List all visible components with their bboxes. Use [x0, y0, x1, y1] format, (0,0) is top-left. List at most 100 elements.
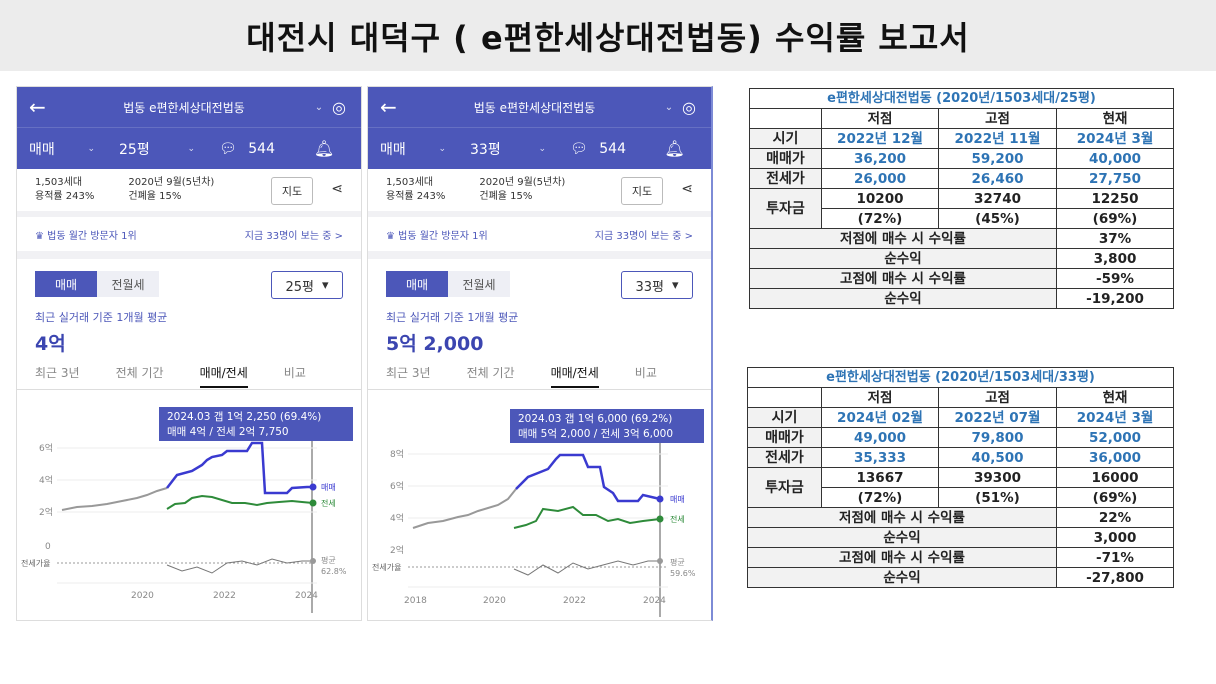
bell-icon[interactable]: 🔔︎	[664, 139, 685, 158]
average-label: 최근 실거래 기준 1개월 평균	[35, 311, 168, 324]
tooltip-line1: 2024.03 갭 1억 6,000 (69.2%)	[518, 413, 672, 425]
svg-text:4억: 4억	[39, 474, 53, 486]
svg-text:2020: 2020	[131, 591, 154, 601]
chevron-down-icon[interactable]: ⌄	[664, 101, 674, 113]
tab-sale-jeonse[interactable]: 매매/전세	[550, 364, 599, 388]
segment-sale[interactable]: 매매	[35, 271, 97, 297]
app-screenshot-33py: ← 법동 e편한세상대전법동 ⌄ ◎ 매매 ⌄ 33평 ⌄ 💬︎ 544 🔔︎ 1,…	[367, 86, 713, 621]
map-button[interactable]: 지도	[271, 177, 313, 205]
tab-all[interactable]: 전체 기간	[466, 366, 515, 380]
bell-icon[interactable]: 🔔︎	[313, 139, 335, 158]
svg-text:59.6%: 59.6%	[670, 569, 696, 578]
tab-compare[interactable]: 비교	[283, 366, 306, 380]
comments-button[interactable]: 💬︎ 544	[219, 140, 275, 157]
svg-text:4억: 4억	[390, 512, 404, 524]
svg-text:2024: 2024	[643, 596, 666, 606]
average-value: 5억 2,000	[386, 333, 484, 355]
svg-text:평균: 평균	[670, 557, 685, 567]
tab-recent-3y[interactable]: 최근 3년	[35, 366, 80, 380]
average-value: 4억	[35, 333, 66, 355]
average-label: 최근 실거래 기준 1개월 평균	[386, 311, 519, 324]
svg-text:0: 0	[45, 542, 51, 552]
jeonse-dot	[656, 515, 664, 523]
svg-text:62.8%: 62.8%	[321, 567, 347, 576]
price-chart[interactable]: 2024.03 갭 1억 2,250 (69.4%) 매매 4억 / 전세 2억…	[17, 403, 362, 621]
svg-text:2억: 2억	[390, 544, 404, 556]
crown-icon: ♛	[386, 230, 395, 242]
segment-sale[interactable]: 매매	[386, 271, 448, 297]
back-arrow-icon[interactable]: ←	[380, 95, 397, 119]
sale-line	[515, 453, 661, 503]
svg-text:전세: 전세	[321, 498, 336, 508]
complex-info: 1,503세대 용적률 243% 2020년 9월(5년차) 건폐율 15% 지도 …	[368, 169, 711, 217]
pyeong-dropdown[interactable]: 25평 ⌄	[119, 141, 195, 158]
speech-bubble-icon: 💬︎	[570, 140, 588, 157]
sale-dot	[656, 495, 664, 503]
location-pin-icon[interactable]: ◎	[682, 97, 696, 117]
tab-recent-3y[interactable]: 최근 3년	[386, 366, 431, 380]
svg-text:전세: 전세	[670, 514, 685, 524]
chart-tooltip	[159, 407, 353, 441]
tab-all[interactable]: 전체 기간	[115, 366, 164, 380]
trade-segment[interactable]: 매매 전월세	[35, 271, 159, 297]
svg-text:2022: 2022	[563, 596, 586, 606]
chevron-down-icon: ⌄	[87, 143, 95, 154]
complex-info: 1,503세대 용적률 243% 2020년 9월(5년차) 건폐율 15% 지도 …	[17, 169, 361, 217]
complex-title[interactable]: 법동 e편한세상대전법동	[473, 100, 596, 115]
tooltip-line2: 매매 5억 2,000 / 전세 3억 6,000	[518, 428, 673, 440]
trade-type-dropdown[interactable]: 매매 ⌄	[29, 141, 95, 158]
sale-line	[412, 488, 517, 529]
table-caption: e편한세상대전법동 (2020년/1503세대/33평)	[746, 367, 1175, 388]
chevron-down-icon: ⌄	[187, 143, 195, 154]
share-icon[interactable]: ⋖	[331, 181, 343, 197]
jeonse-dot	[309, 499, 317, 507]
pyeong-dropdown[interactable]: 33평 ⌄	[470, 141, 546, 158]
tooltip-line1: 2024.03 갭 1억 2,250 (69.4%)	[167, 411, 321, 423]
trade-type-dropdown[interactable]: 매매 ⌄	[380, 141, 446, 158]
ratio-line	[166, 558, 313, 574]
jeonse-line	[166, 494, 314, 510]
pyeong-select[interactable]: 25평 ▾	[271, 271, 343, 299]
pyeong-select[interactable]: 33평 ▾	[621, 271, 693, 299]
yield-table-25py: e편한세상대전법동 (2020년/1503세대/25평) 저점 고점 현재 시기 20…	[748, 88, 1175, 309]
price-chart[interactable]: 2024.03 갭 1억 6,000 (69.2%) 매매 5억 2,000 /…	[368, 403, 713, 621]
trade-segment[interactable]: 매매 전월세	[386, 271, 510, 297]
sale-dot	[309, 483, 317, 491]
sale-line	[166, 441, 313, 495]
table-caption: e편한세상대전법동 (2020년/1503세대/25평)	[748, 88, 1175, 109]
svg-text:매매: 매매	[670, 495, 685, 504]
back-arrow-icon[interactable]: ←	[29, 95, 46, 119]
map-button[interactable]: 지도	[621, 177, 663, 205]
visitor-banner[interactable]: ♛ 법동 월간 방문자 1위 지금 33명이 보는 중 >	[368, 217, 711, 259]
svg-text:2024: 2024	[295, 591, 318, 601]
period-tabs: 최근 3년 전체 기간 매매/전세 비교	[368, 356, 711, 390]
svg-text:2018: 2018	[404, 596, 427, 606]
location-pin-icon[interactable]: ◎	[332, 97, 346, 117]
app-header: ← 법동 e편한세상대전법동 ⌄ ◎ 매매 ⌄ 33평 ⌄ 💬︎ 544 🔔︎	[368, 87, 711, 169]
visitor-banner[interactable]: ♛ 법동 월간 방문자 1위 지금 33명이 보는 중 >	[17, 217, 361, 259]
svg-text:매매: 매매	[321, 483, 336, 492]
period-tabs: 최근 3년 전체 기간 매매/전세 비교	[17, 356, 361, 390]
tooltip-line2: 매매 4억 / 전세 2억 7,750	[167, 426, 289, 438]
svg-text:전세가율: 전세가율	[21, 558, 50, 568]
jeonse-line	[513, 505, 661, 529]
comments-button[interactable]: 💬︎ 544	[570, 140, 626, 157]
chevron-down-icon[interactable]: ⌄	[314, 101, 324, 113]
sale-line	[61, 487, 168, 511]
svg-text:2022: 2022	[213, 591, 236, 601]
tab-compare[interactable]: 비교	[634, 366, 657, 380]
svg-text:전세가율: 전세가율	[372, 562, 401, 572]
segment-rent[interactable]: 전월세	[97, 271, 159, 297]
report-title: 대전시 대덕구 ( e편한세상대전법동) 수익률 보고서	[246, 18, 970, 57]
svg-text:6억: 6억	[39, 442, 53, 454]
share-icon[interactable]: ⋖	[681, 181, 693, 197]
svg-text:2억: 2억	[39, 506, 53, 518]
speech-bubble-icon: 💬︎	[219, 140, 237, 157]
tab-sale-jeonse[interactable]: 매매/전세	[199, 364, 248, 388]
report-title-bar: 대전시 대덕구 ( e편한세상대전법동) 수익률 보고서	[0, 0, 1216, 71]
svg-text:6억: 6억	[390, 480, 404, 492]
complex-title[interactable]: 법동 e편한세상대전법동	[123, 100, 245, 115]
segment-rent[interactable]: 전월세	[448, 271, 510, 297]
svg-text:평균: 평균	[321, 555, 336, 565]
chevron-down-icon: ⌄	[538, 143, 546, 154]
